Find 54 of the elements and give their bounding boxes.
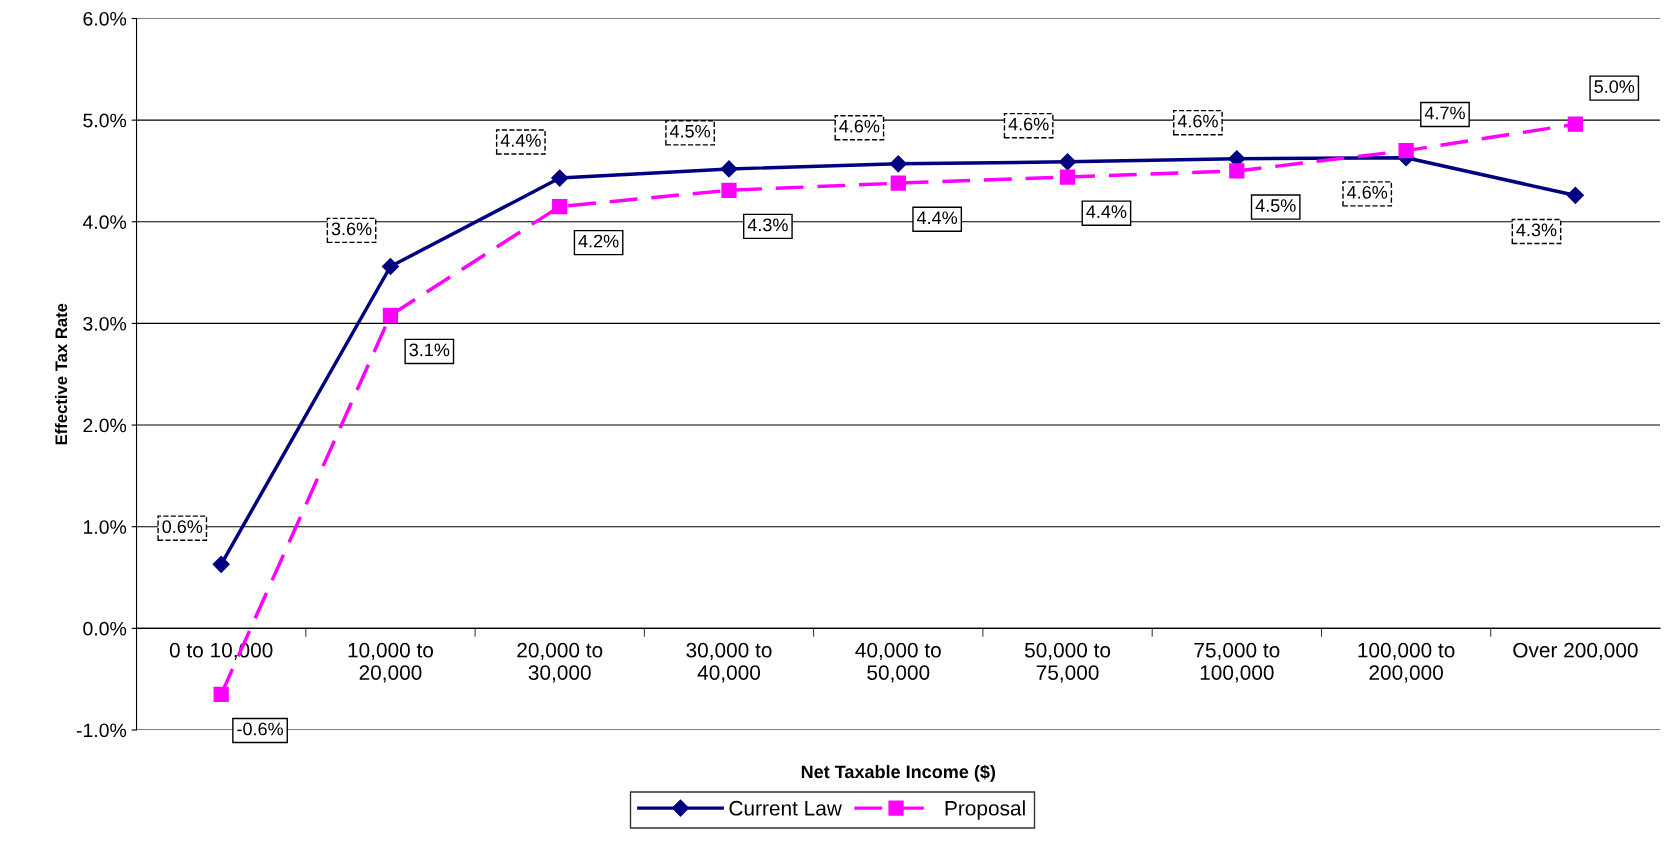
point bbox=[381, 257, 399, 276]
data-label: 4.3% bbox=[1516, 223, 1557, 237]
data-label: 4.4% bbox=[500, 134, 541, 147]
x-tick-label: 20,000 to 30,000 bbox=[517, 642, 603, 683]
y-tick-label: 3.0% bbox=[83, 316, 127, 331]
data-label: 4.6% bbox=[839, 119, 880, 133]
y-tick-label: 4.0% bbox=[82, 215, 127, 230]
data-label: 4.2% bbox=[578, 234, 619, 248]
data-label: 3.6% bbox=[331, 222, 372, 236]
point bbox=[1059, 169, 1076, 185]
y-axis-title: Effective Tax Rate bbox=[54, 303, 68, 445]
point bbox=[1398, 142, 1414, 159]
point bbox=[1229, 163, 1245, 179]
point bbox=[1567, 116, 1584, 132]
point bbox=[720, 160, 738, 178]
point bbox=[890, 175, 906, 191]
data-label: 4.6% bbox=[1347, 185, 1388, 199]
point bbox=[212, 555, 230, 573]
point bbox=[551, 169, 569, 187]
y-tick-label: 6.0% bbox=[83, 11, 127, 26]
data-label: 4.6% bbox=[1008, 117, 1049, 131]
data-label: 0.6% bbox=[162, 520, 203, 534]
x-axis-title: Net Taxable Income ($) bbox=[801, 764, 996, 782]
y-tick-label: 5.0% bbox=[83, 113, 127, 128]
data-label: 4.5% bbox=[1255, 199, 1296, 212]
data-label: 4.5% bbox=[669, 124, 711, 138]
data-label: 4.4% bbox=[1086, 205, 1127, 218]
data-label: 4.6% bbox=[1177, 114, 1218, 128]
data-label: -0.6% bbox=[237, 722, 283, 736]
x-tick-label: 10,000 to 20,000 bbox=[348, 642, 434, 683]
point bbox=[1566, 186, 1584, 204]
y-tick-label: 0.0% bbox=[83, 621, 127, 636]
point bbox=[889, 155, 907, 173]
data-label: 3.1% bbox=[409, 343, 450, 357]
y-tick-label: 1.0% bbox=[83, 520, 127, 534]
x-tick-label: 100,000 to 200,000 bbox=[1358, 642, 1455, 683]
x-tick-label: 30,000 to 40,000 bbox=[686, 642, 772, 683]
legend-label: Current Law bbox=[729, 800, 842, 816]
point bbox=[213, 686, 229, 703]
x-tick-label: 50,000 to 75,000 bbox=[1024, 642, 1111, 683]
x-tick-label: 75,000 to 100,000 bbox=[1194, 642, 1280, 683]
data-label: 5.0% bbox=[1594, 80, 1635, 93]
y-tick-label: 2.0% bbox=[83, 418, 127, 433]
data-label: 4.4% bbox=[916, 211, 958, 225]
legend-label: Proposal bbox=[945, 800, 1025, 820]
data-label: 4.7% bbox=[1424, 106, 1465, 120]
x-tick-label: 40,000 to 50,000 bbox=[855, 642, 941, 683]
point bbox=[721, 182, 737, 198]
point bbox=[1058, 153, 1077, 171]
point bbox=[382, 307, 399, 323]
x-tick-label: Over 200,000 bbox=[1513, 642, 1638, 660]
point bbox=[552, 198, 568, 215]
y-tick-label: -1.0% bbox=[76, 723, 127, 738]
data-label: 4.3% bbox=[747, 218, 788, 232]
